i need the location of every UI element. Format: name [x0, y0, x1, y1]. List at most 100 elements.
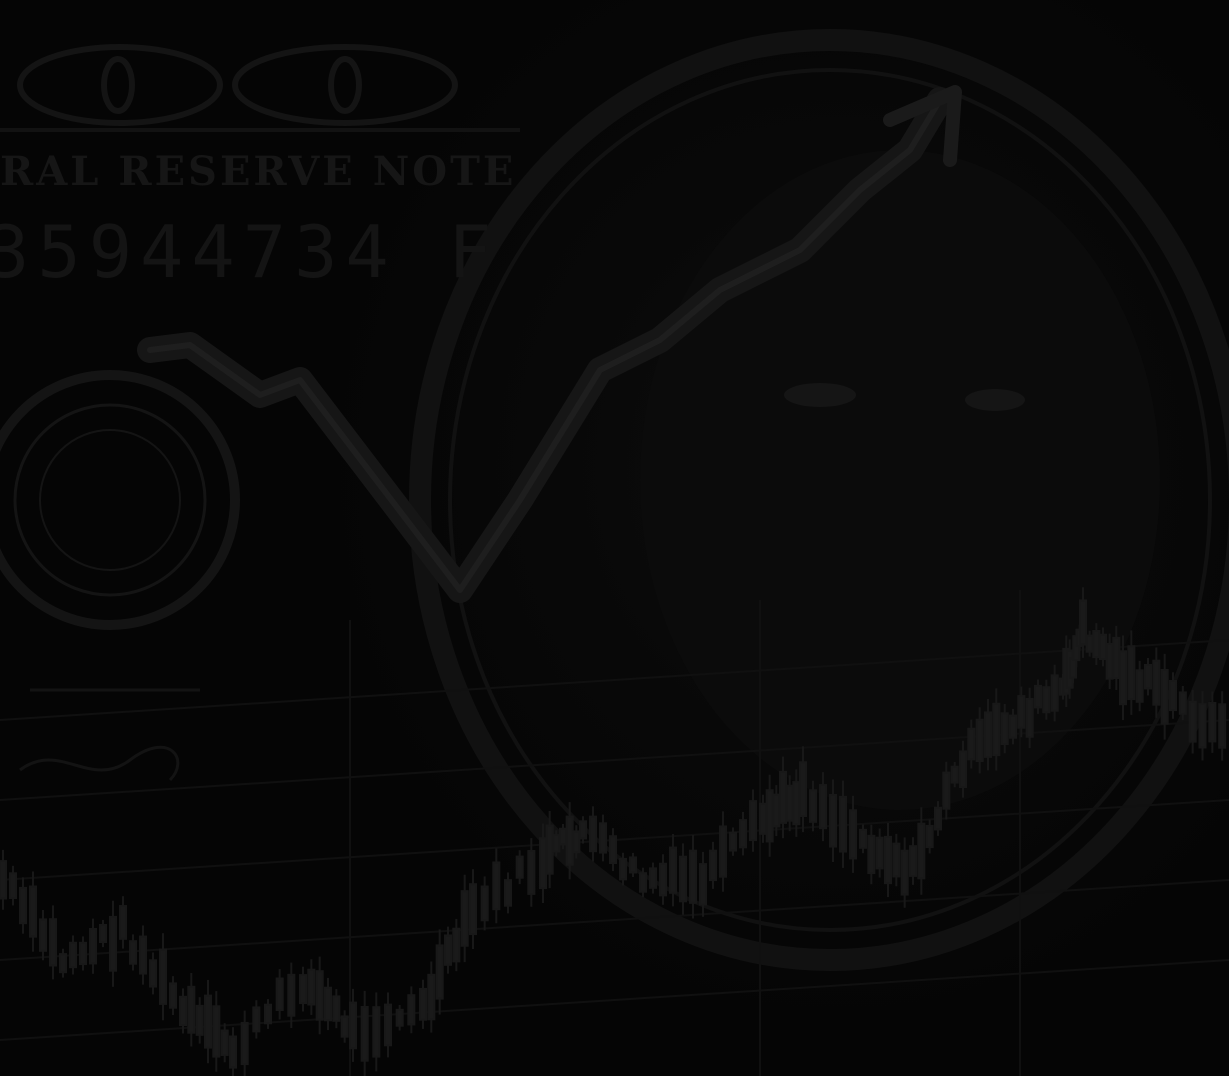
candle-body: [384, 1003, 392, 1047]
candle-body: [119, 905, 127, 940]
candle-body: [659, 862, 667, 897]
candle-body: [1000, 712, 1009, 746]
candle-body: [264, 1003, 272, 1025]
candle-body: [1085, 634, 1094, 653]
candle-body: [340, 1015, 349, 1038]
candle-body: [1112, 636, 1121, 679]
candle-body: [444, 934, 452, 966]
candle-body: [39, 918, 47, 952]
candle-body: [799, 761, 807, 818]
candle-body: [1050, 674, 1059, 712]
candle-body: [819, 784, 827, 830]
candle-body: [679, 855, 687, 903]
candle-body: [884, 835, 892, 885]
portrait-silhouette: [640, 150, 1160, 810]
candle-body: [599, 822, 607, 854]
candle-body: [1169, 679, 1177, 712]
candle-body: [179, 995, 187, 1027]
candle-body: [749, 800, 757, 842]
candle-body: [984, 711, 992, 758]
candle-body: [900, 849, 909, 896]
candle-body: [19, 886, 27, 925]
top-border: [0, 128, 520, 132]
candle-body: [1152, 659, 1161, 706]
candle-body: [892, 842, 901, 878]
candle-body: [1069, 657, 1077, 679]
candle-body: [779, 770, 787, 824]
candle-body: [942, 771, 951, 810]
candle-body: [169, 982, 177, 1009]
candle-body: [1160, 668, 1169, 725]
candle-body: [785, 784, 794, 822]
candle-body: [859, 828, 867, 849]
candle-body: [1135, 669, 1144, 703]
candle-body: [1144, 664, 1152, 690]
candle-body: [360, 1005, 369, 1062]
candle-body: [109, 915, 117, 972]
candle-body: [1105, 642, 1114, 680]
candle-body: [89, 927, 97, 965]
candle-body: [275, 977, 284, 1012]
candlestick-series: [0, 587, 1227, 1076]
candle-body: [1188, 700, 1197, 743]
candle-body: [559, 827, 567, 846]
banknote-serial-text: 35944734 F: [0, 210, 500, 294]
candle-body: [515, 855, 524, 879]
candle-body: [29, 885, 37, 938]
candle-body: [212, 1005, 221, 1058]
candle-body: [220, 1029, 229, 1056]
candle-body: [759, 802, 767, 835]
candle-body: [867, 834, 876, 875]
candle-body: [407, 994, 416, 1026]
candle-body: [1017, 695, 1026, 729]
candle-body: [719, 825, 727, 878]
candle-body: [527, 850, 536, 895]
candle-body: [699, 863, 707, 906]
federal-seal: [0, 370, 240, 630]
candle-body: [9, 872, 17, 900]
candle-body: [739, 819, 747, 849]
candle-body: [469, 883, 477, 936]
candle-body: [1119, 650, 1127, 706]
candle-body: [1079, 599, 1087, 646]
candle-body: [504, 879, 512, 907]
candle-body: [552, 834, 561, 853]
candle-body: [79, 941, 87, 966]
portrait-eyes: [784, 383, 1025, 411]
candle-body: [332, 995, 341, 1022]
candle-body: [435, 944, 444, 1000]
candle-body: [427, 973, 436, 1021]
banknote-heading-text: RAL RESERVE NOTE: [0, 148, 517, 195]
candle-body: [460, 890, 469, 947]
candle-body: [187, 985, 196, 1034]
candle-body: [545, 824, 554, 875]
candle-body: [792, 781, 801, 826]
candle-body: [307, 968, 316, 1006]
candle-body: [619, 857, 627, 881]
candle-body: [959, 750, 967, 788]
candle-body: [829, 793, 837, 848]
candle-body: [572, 830, 581, 854]
candle-body: [395, 1008, 404, 1027]
candle-body: [1208, 701, 1217, 743]
candle-body: [372, 1006, 381, 1058]
candle-body: [139, 935, 147, 975]
portrait-frame: [409, 29, 1229, 971]
candle-body: [1198, 703, 1207, 749]
candle-body: [565, 815, 574, 866]
candle-body: [1025, 698, 1034, 738]
candle-body: [839, 795, 847, 853]
candle-body: [287, 973, 296, 1017]
candle-body: [299, 974, 307, 1005]
candle-body: [252, 1006, 261, 1033]
candle-body: [629, 856, 637, 874]
candle-body: [609, 835, 617, 865]
candle-body: [149, 959, 157, 988]
candle-body: [1034, 684, 1042, 709]
candle-body: [975, 718, 984, 762]
candle-body: [934, 806, 942, 831]
candle-body: [419, 987, 427, 1021]
candle-body: [1127, 645, 1136, 701]
